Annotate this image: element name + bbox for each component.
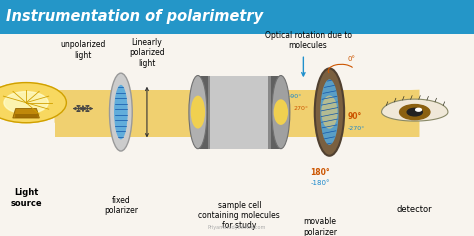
Ellipse shape [189, 76, 207, 149]
FancyBboxPatch shape [0, 0, 474, 34]
Text: -270°: -270° [347, 126, 365, 131]
Circle shape [407, 108, 422, 116]
Text: -90°: -90° [289, 94, 302, 99]
Text: 180°: 180° [310, 168, 330, 177]
Text: 270°: 270° [294, 106, 309, 111]
Circle shape [416, 108, 421, 111]
Ellipse shape [321, 96, 337, 129]
Text: -180°: -180° [310, 180, 330, 186]
Polygon shape [55, 90, 419, 137]
Ellipse shape [114, 85, 128, 139]
Circle shape [4, 92, 48, 114]
Ellipse shape [191, 96, 205, 129]
Ellipse shape [273, 99, 288, 125]
Text: Instrumentation of polarimetry: Instrumentation of polarimetry [6, 9, 263, 25]
Ellipse shape [320, 79, 338, 145]
Text: Linearly
polarized
light: Linearly polarized light [129, 38, 165, 67]
FancyBboxPatch shape [198, 76, 281, 149]
Text: Light
source: Light source [10, 188, 42, 208]
Polygon shape [382, 99, 448, 121]
Text: detector: detector [397, 205, 433, 214]
Text: unpolarized
light: unpolarized light [60, 40, 106, 59]
FancyBboxPatch shape [271, 76, 281, 149]
Text: sample cell
containing molecules
for study: sample cell containing molecules for stu… [199, 201, 280, 230]
Text: 0°: 0° [347, 56, 356, 62]
Polygon shape [13, 109, 39, 118]
Text: 90°: 90° [347, 112, 362, 121]
FancyBboxPatch shape [210, 76, 268, 149]
FancyBboxPatch shape [198, 76, 208, 149]
Ellipse shape [109, 73, 132, 151]
Text: Optical rotation due to
molecules: Optical rotation due to molecules [264, 31, 352, 50]
FancyBboxPatch shape [55, 90, 419, 137]
Text: movable
polarizer: movable polarizer [303, 217, 337, 236]
Circle shape [400, 105, 430, 120]
Text: Priyamstudycentre.com: Priyamstudycentre.com [208, 225, 266, 230]
Ellipse shape [315, 68, 344, 156]
Circle shape [0, 83, 66, 123]
Text: fixed
polarizer: fixed polarizer [104, 196, 138, 215]
Ellipse shape [272, 76, 290, 149]
